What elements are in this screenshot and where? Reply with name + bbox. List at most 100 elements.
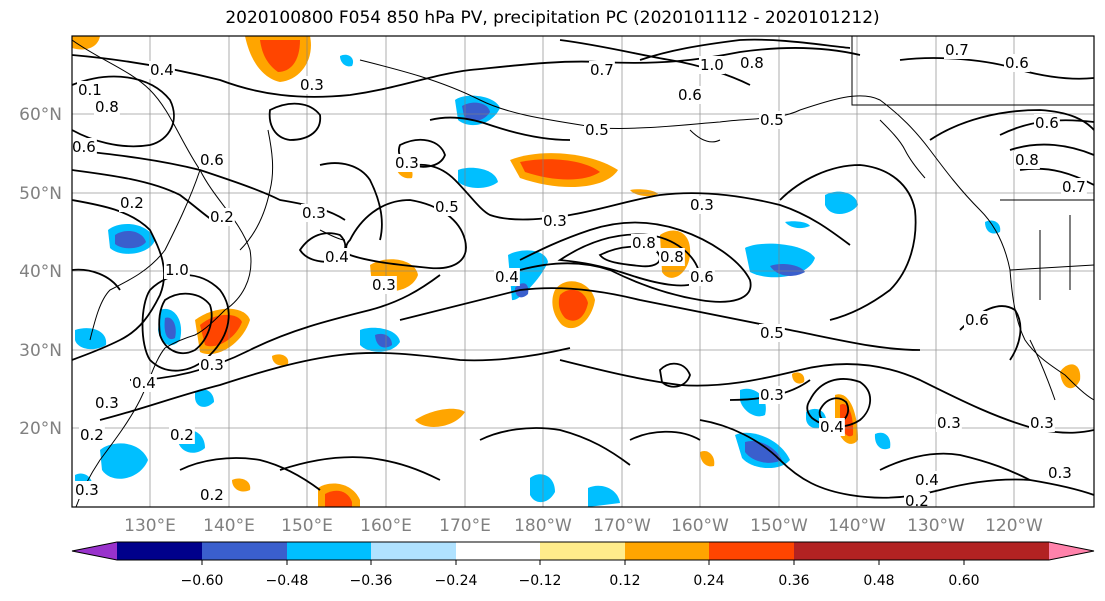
precip-positive-patch (1060, 364, 1081, 389)
contour-label-bg (589, 61, 615, 79)
contour-label: 0.5 (760, 324, 784, 342)
contour-label: 0.7 (590, 61, 614, 79)
contour-label-bg (72, 138, 97, 156)
colorbar-bin (879, 542, 964, 560)
colorbar-tick-label: −0.60 (181, 573, 224, 589)
contour-label: 0.6 (1005, 54, 1029, 72)
precip-negative-patch (588, 485, 620, 507)
contour-label: 0.8 (660, 248, 684, 266)
longitude-labels: 130°E 140°E 150°E 160°E 170°E 180°W 170°… (124, 516, 1043, 536)
colorbar-bin (117, 542, 202, 560)
contour-label-bg (199, 151, 225, 169)
contour-label: 0.3 (395, 154, 419, 172)
precip-positive-patch (558, 289, 588, 321)
contour-labels: 0.4 0.1 0.8 0.6 0.2 0.2 0.3 0.4 0.5 0.3 … (72, 41, 1087, 510)
contour-label-bg (494, 268, 520, 286)
contour-label-bg (324, 248, 350, 266)
lon-label: 130°E (124, 516, 176, 536)
colorbar: −0.60 −0.48 −0.36 −0.24 −0.12 0.12 0.24 … (71, 541, 1095, 589)
precip-negative-patch (164, 317, 176, 340)
contour-label: 0.8 (1015, 151, 1039, 169)
contour-label: 0.4 (132, 374, 156, 392)
contour-label: 0.6 (678, 86, 702, 104)
contour-label: 0.3 (302, 204, 326, 222)
colorbar-bin (287, 542, 371, 560)
contour-label-bg (689, 196, 715, 214)
contour-label-bg (199, 486, 225, 504)
colorbar-bin (202, 542, 287, 560)
contour-label: 0.6 (72, 138, 96, 156)
colorbar-tick-label: 0.48 (863, 573, 894, 589)
contour-label-bg (584, 121, 610, 139)
precip-negative-patch (530, 474, 555, 503)
precip-positive-patch (272, 354, 289, 366)
precip-positive-patch (700, 450, 715, 467)
contour-label-bg (394, 154, 420, 172)
contour-label: 0.7 (1062, 178, 1086, 196)
contour-label-bg (94, 98, 120, 116)
lon-label: 150°W (750, 516, 808, 536)
contour-label: 0.2 (80, 426, 104, 444)
contour-label: 0.8 (632, 234, 656, 252)
graticule (72, 36, 1094, 507)
lat-label: 50°N (19, 184, 62, 204)
contour-label-bg (1061, 178, 1087, 196)
contour-label-bg (964, 311, 990, 329)
contour-label-bg (1034, 114, 1060, 132)
colorbar-bin (540, 542, 625, 560)
contour-label-bg (936, 414, 962, 432)
contour-label: 0.3 (200, 356, 224, 374)
lon-label: 180°W (514, 516, 572, 536)
contour-label: 0.3 (95, 394, 119, 412)
contour-label-bg (631, 234, 657, 252)
contour-label: 0.5 (435, 198, 459, 216)
precip-positive-patch (325, 490, 352, 507)
contour-label-bg (1004, 54, 1030, 72)
contour-label: 0.4 (495, 268, 519, 286)
contour-label-bg (1029, 414, 1055, 432)
precip-positive-patch (415, 408, 465, 427)
colorbar-tick-label: −0.48 (266, 573, 309, 589)
contour-label-bg (74, 481, 100, 499)
contour-label: 0.2 (905, 492, 929, 510)
precip-positive-patch (232, 478, 251, 492)
contour-label-bg (371, 276, 397, 294)
contour-label-bg (1047, 464, 1073, 482)
colorbar-bin (625, 542, 709, 560)
colorbar-tick-label: 0.60 (948, 573, 979, 589)
contour-label-bg (164, 261, 190, 279)
contour-label-bg (299, 76, 325, 94)
contour-label: 0.3 (760, 386, 784, 404)
contour-label-bg (169, 426, 195, 444)
lon-label: 170°E (439, 516, 491, 536)
lon-label: 130°W (907, 516, 965, 536)
lon-label: 160°E (360, 516, 412, 536)
colorbar-ticks (201, 560, 965, 565)
contour-label: 0.4 (325, 248, 349, 266)
contour-label: 0.3 (75, 481, 99, 499)
contour-label-bg (199, 356, 225, 374)
contour-label: 0.6 (200, 151, 224, 169)
lon-label: 150°E (281, 516, 333, 536)
lat-label: 40°N (19, 262, 62, 282)
contour-label: 1.0 (165, 261, 189, 279)
colorbar-bin (794, 542, 879, 560)
lon-label: 170°W (593, 516, 651, 536)
contour-label: 0.3 (372, 276, 396, 294)
colorbar-bin (964, 542, 1049, 560)
precip-shading (72, 36, 1081, 507)
colorbar-extend-low (72, 542, 117, 560)
contour-label-bg (1014, 151, 1040, 169)
contour-label: 0.3 (543, 212, 567, 230)
contour-label-bg (914, 471, 940, 489)
colorbar-tick-label: −0.36 (350, 573, 393, 589)
contour-label-bg (77, 81, 103, 99)
precip-negative-patch (874, 432, 891, 450)
colorbar-tick-label: −0.24 (435, 573, 478, 589)
contour-label-bg (79, 426, 105, 444)
contour-label: 0.3 (937, 414, 961, 432)
coastlines (72, 36, 1094, 507)
colorbar-bin (371, 542, 456, 560)
contour-label: 0.6 (965, 311, 989, 329)
contour-label-bg (819, 418, 845, 436)
